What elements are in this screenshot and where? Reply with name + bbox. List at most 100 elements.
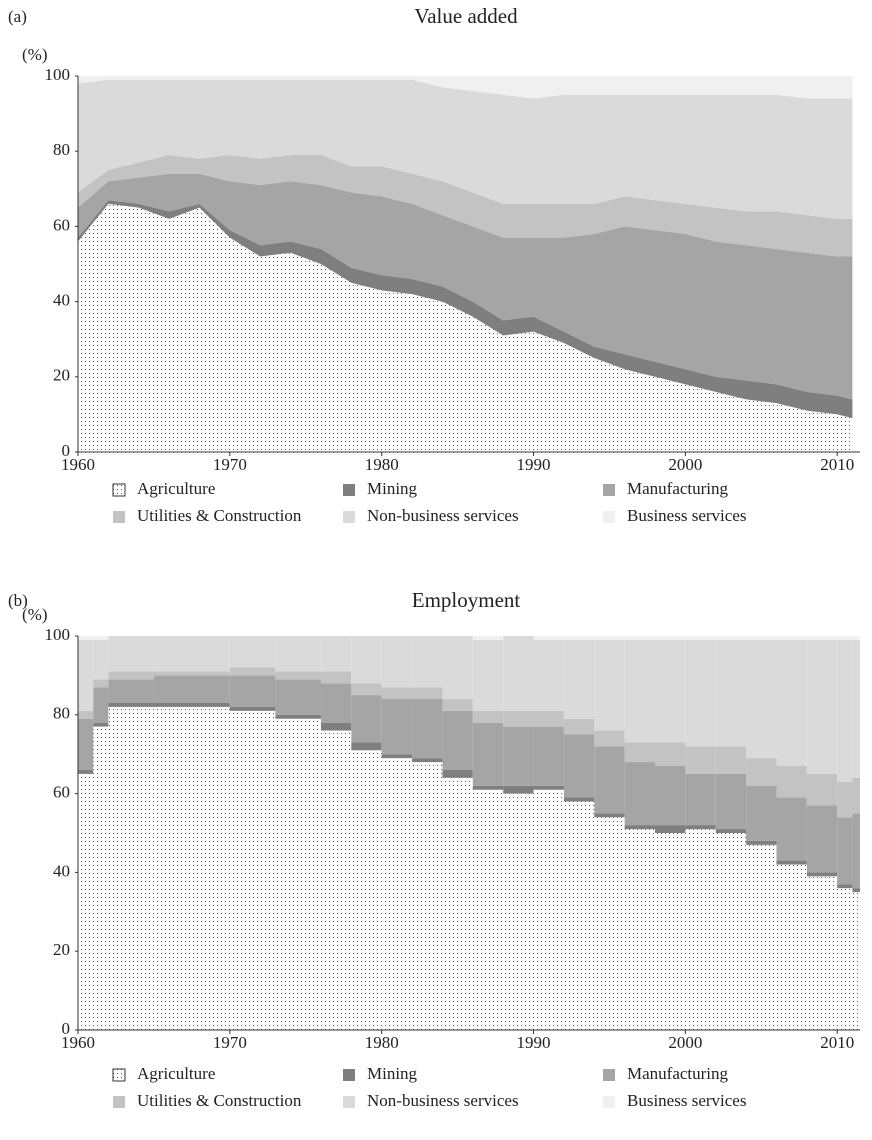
area-step (442, 699, 473, 711)
chart-title: Employment (412, 588, 521, 612)
area-step (563, 639, 595, 719)
area-step (563, 734, 595, 798)
area-step (381, 687, 413, 700)
area-step (108, 636, 154, 672)
area-step (594, 813, 625, 818)
y-tick-label: 60 (53, 783, 70, 802)
legend-label: Agriculture (137, 479, 215, 498)
legend-label: Business services (627, 506, 746, 525)
area-step (78, 710, 94, 719)
area-step (837, 781, 853, 818)
area-step (563, 636, 595, 640)
area-step (837, 888, 853, 1030)
area-step (153, 675, 230, 703)
area-step (746, 844, 777, 1030)
area-step (715, 833, 747, 1030)
area-step (806, 639, 838, 774)
legend-label: Utilities & Construction (137, 1091, 302, 1110)
area-step (685, 639, 716, 747)
x-tick-label: 1970 (213, 1033, 247, 1052)
area-step (93, 687, 109, 723)
area-step (503, 726, 534, 786)
area-step (153, 702, 230, 707)
area-step (78, 773, 94, 1030)
x-tick-label: 2000 (668, 455, 702, 474)
legend-label: Non-business services (367, 506, 519, 525)
area-step (108, 671, 154, 680)
panel-label: (b) (8, 591, 28, 610)
area-step (412, 762, 443, 1030)
area-step (715, 636, 747, 640)
area-step (594, 730, 625, 747)
area-step (78, 718, 94, 770)
legend-swatch (603, 484, 615, 496)
area-step (442, 769, 473, 778)
legend-label: Utilities & Construction (137, 506, 302, 525)
y-axis-label: (%) (22, 605, 47, 624)
legend-label: Manufacturing (627, 479, 729, 498)
area-step (320, 730, 352, 1030)
area-step (78, 636, 94, 640)
area-step (442, 710, 473, 770)
legend-swatch (343, 511, 355, 523)
legend-swatch (343, 1096, 355, 1108)
area-step (685, 773, 716, 826)
area-step (442, 777, 473, 1030)
x-tick-label: 1970 (213, 455, 247, 474)
area-step (852, 888, 860, 893)
area-step (806, 805, 838, 873)
area-step (655, 742, 686, 767)
x-tick-label: 1990 (517, 455, 551, 474)
y-tick-label: 100 (45, 65, 71, 84)
area-step (275, 636, 321, 672)
area-step (852, 639, 860, 778)
y-tick-label: 60 (53, 215, 70, 234)
area-step (275, 679, 321, 715)
area-step (685, 829, 716, 1030)
area-step (685, 636, 716, 640)
area-step (837, 817, 853, 885)
legend-label: Mining (367, 479, 418, 498)
area-step (320, 671, 352, 684)
area-step (533, 785, 564, 790)
area-step (715, 773, 747, 830)
legend-label: Non-business services (367, 1091, 519, 1110)
area-step (746, 639, 777, 759)
area-step (852, 636, 860, 640)
area-step (229, 667, 276, 676)
area-step (351, 742, 382, 751)
area-step (806, 876, 838, 1030)
x-tick-label: 2000 (668, 1033, 702, 1052)
x-tick-label: 1990 (517, 1033, 551, 1052)
area-step (320, 636, 352, 672)
area-step (624, 742, 656, 763)
area-step (685, 825, 716, 830)
area-step (153, 671, 230, 676)
y-tick-label: 20 (53, 366, 70, 385)
area-step (351, 750, 382, 1030)
area-step (412, 687, 443, 700)
y-tick-label: 80 (53, 704, 70, 723)
area-step (746, 636, 777, 640)
y-axis-label: (%) (22, 45, 47, 64)
chart-title: Value added (414, 4, 518, 28)
y-tick-label: 0 (62, 441, 71, 460)
area-step (229, 675, 276, 707)
area-step (320, 683, 352, 723)
area-step (655, 766, 686, 826)
area-step (351, 683, 382, 696)
area-step (442, 636, 473, 700)
area-step (655, 636, 686, 640)
area (78, 200, 853, 419)
area (78, 76, 853, 99)
legend-swatch (603, 1069, 615, 1081)
area-step (806, 636, 838, 640)
legend-swatch (603, 511, 615, 523)
legend-swatch (343, 1069, 355, 1081)
area-step (624, 829, 656, 1030)
legend-swatch (343, 484, 355, 496)
area-step (229, 710, 276, 1030)
area-step (776, 766, 807, 798)
y-tick-label: 40 (53, 291, 70, 310)
